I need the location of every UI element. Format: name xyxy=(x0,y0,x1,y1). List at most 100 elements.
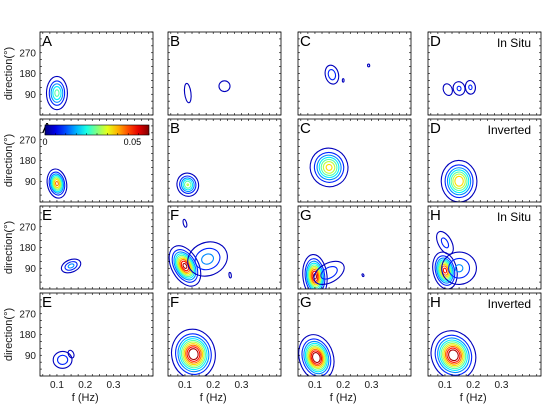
panel-label: G xyxy=(300,294,312,311)
contour-line xyxy=(307,262,323,289)
contour-line xyxy=(444,164,474,199)
y-tick-label: 90 xyxy=(25,264,37,275)
panel-label: H xyxy=(430,294,441,311)
panel-1-3: D Inverted xyxy=(427,118,542,203)
contour-line xyxy=(52,86,62,101)
y-axis-title: direction(°) xyxy=(3,308,15,361)
panel-3-1: F xyxy=(167,292,282,377)
contour-set xyxy=(183,80,231,104)
contour-line xyxy=(188,348,199,361)
y-tick-label: 180 xyxy=(19,330,36,341)
contour-line xyxy=(446,347,461,363)
contour-line xyxy=(67,349,75,359)
contour-line xyxy=(441,251,477,286)
contour-line xyxy=(228,271,232,279)
panel-note: In Situ xyxy=(497,36,531,50)
contour-line xyxy=(182,341,205,367)
colorbar: 0 0.05 xyxy=(42,124,150,147)
x-axis-labels: 0.1 0.2 0.3 f (Hz) 0.1 0.2 0.3 f (Hz) 0.1 0.2 0.3 f… xyxy=(50,380,509,404)
x-tick-label: 0.2 xyxy=(336,380,350,391)
panel-label: C xyxy=(300,120,311,137)
contour-line xyxy=(176,172,200,197)
panel-frame xyxy=(167,118,282,203)
panel-2-1: F xyxy=(167,205,282,290)
contour-line xyxy=(201,253,215,265)
contour-line xyxy=(168,245,202,287)
contour-set xyxy=(45,75,68,111)
panel-2-2: G xyxy=(297,205,412,290)
contour-set xyxy=(170,328,216,376)
contour-set xyxy=(432,230,477,289)
panel-3-2: G xyxy=(297,292,412,377)
contour-set xyxy=(176,172,200,197)
contour-line xyxy=(176,254,194,278)
contour-line xyxy=(437,337,470,374)
contour-line xyxy=(440,341,467,370)
contour-line xyxy=(316,154,342,181)
contour-line xyxy=(170,328,216,376)
panel-label: B xyxy=(170,120,180,137)
contour-set xyxy=(324,63,371,85)
contour-line xyxy=(468,84,473,91)
panel-note: Inverted xyxy=(488,297,531,311)
panel-label: G xyxy=(300,207,312,224)
contour-line xyxy=(324,64,340,85)
contour-line xyxy=(309,267,321,286)
x-tick-label: 0.3 xyxy=(106,380,120,391)
contour-line xyxy=(456,85,462,92)
contour-line xyxy=(322,161,336,174)
contour-line xyxy=(182,262,188,269)
contour-set xyxy=(309,147,349,188)
contour-line xyxy=(444,345,462,365)
panel-label: A xyxy=(42,33,52,50)
contour-set xyxy=(442,79,476,97)
contour-line xyxy=(179,175,197,194)
contour-line xyxy=(174,253,196,279)
contour-set xyxy=(168,218,232,287)
panel-frame xyxy=(297,205,412,290)
contour-line xyxy=(48,80,66,106)
contour-line xyxy=(325,163,333,171)
contour-line xyxy=(318,156,340,179)
contour-line xyxy=(304,342,328,373)
x-axis-title: f (Hz) xyxy=(460,392,487,404)
contour-set xyxy=(52,349,75,369)
contour-line xyxy=(171,249,199,283)
panel-label: D xyxy=(430,120,441,137)
contour-line xyxy=(305,260,324,289)
panel-label: F xyxy=(170,207,179,224)
contour-set xyxy=(46,168,68,199)
contour-line xyxy=(439,339,468,371)
contour-line xyxy=(67,263,75,269)
panel-frame xyxy=(167,31,282,116)
contour-line xyxy=(454,175,464,187)
y-axis-labels: 90 180 270 direction(°) 90 180 270 direction(°)… xyxy=(3,47,36,362)
x-tick-label: 0.3 xyxy=(234,380,248,391)
contour-line xyxy=(183,343,204,366)
contour-line xyxy=(182,218,188,228)
contour-line xyxy=(320,158,338,176)
contour-line xyxy=(187,241,228,277)
contour-line xyxy=(307,345,326,370)
contour-line xyxy=(443,344,464,367)
panel-1-1: B xyxy=(167,118,282,203)
contour-line xyxy=(452,81,466,96)
panel-2-3: H In Situ xyxy=(427,205,542,290)
contour-line xyxy=(448,349,459,362)
contour-line xyxy=(45,75,68,111)
panel-frame xyxy=(297,118,412,203)
contour-line xyxy=(437,259,453,282)
contour-line xyxy=(50,174,63,193)
contour-line xyxy=(310,350,323,365)
contour-line xyxy=(308,347,325,368)
contour-line xyxy=(440,237,450,249)
contour-line xyxy=(303,340,330,375)
x-tick-label: 0.3 xyxy=(494,380,508,391)
contour-line xyxy=(194,247,221,271)
contour-line xyxy=(53,179,61,189)
contour-line xyxy=(367,63,371,68)
contour-line xyxy=(64,261,78,271)
y-tick-label: 180 xyxy=(19,243,36,254)
contour-line xyxy=(452,173,466,190)
